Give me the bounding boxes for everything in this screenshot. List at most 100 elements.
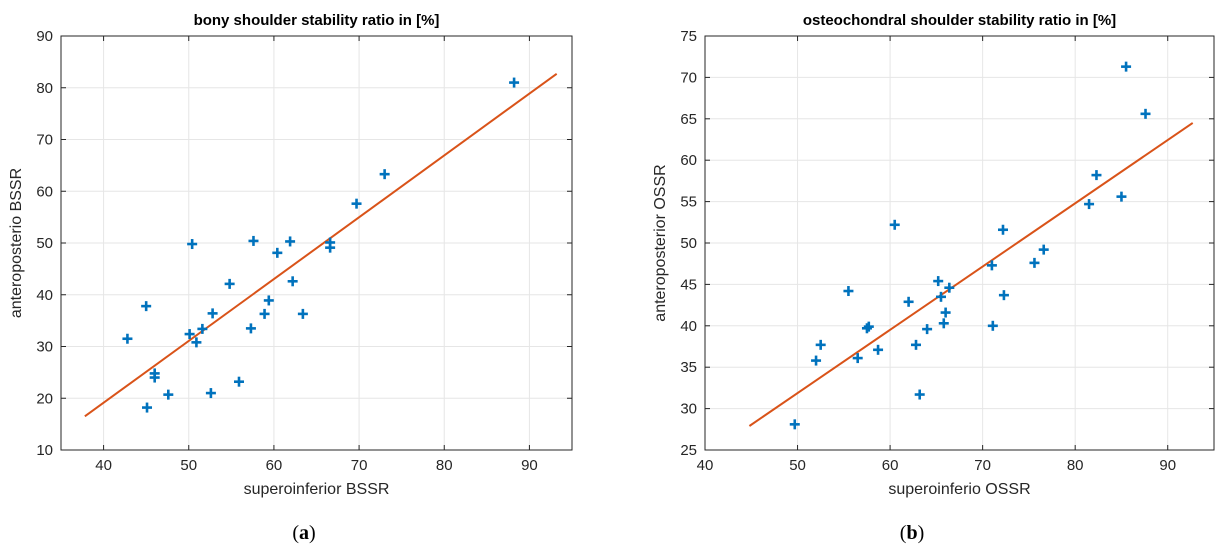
chart-a-data-point — [233, 376, 244, 387]
chart-b-x-tick-label: 50 — [789, 457, 806, 474]
chart-b-y-tick-label: 75 — [680, 28, 697, 45]
chart-a-y-tick-label: 70 — [36, 132, 53, 149]
chart-b-y-tick-label: 60 — [680, 152, 697, 169]
chart-b-x-tick-label: 40 — [697, 457, 714, 474]
chart-b-y-axis-label: anteroposterior OSSR — [652, 164, 669, 321]
chart-b-data-point — [998, 290, 1009, 301]
chart-a-data-point — [325, 237, 336, 248]
chart-b-data-point — [1038, 244, 1049, 255]
caption-b: (b) — [899, 522, 925, 544]
chart-a-data-point — [197, 323, 208, 334]
chart-a-y-tick-label: 40 — [36, 287, 53, 304]
chart-a-data-point — [287, 276, 298, 287]
chart-a-data-point — [141, 301, 152, 312]
chart-a-x-tick-label: 80 — [436, 457, 453, 474]
chart-b-data-point — [914, 389, 925, 400]
chart-a-data-point — [205, 388, 216, 399]
chart-a-data-point — [149, 372, 160, 383]
scatter-plot-a: 40 50 60 70 80 90 10 20 30 40 50 60 70 80 90 bony shoul… — [8, 12, 573, 498]
chart-b-data-point — [863, 321, 874, 332]
chart-b-data-point — [940, 307, 951, 318]
chart-a-data-point — [259, 308, 270, 319]
chart-b-data-point — [1029, 257, 1040, 268]
chart-a-data-point — [191, 337, 202, 348]
chart-b-x-tick-label: 70 — [974, 457, 991, 474]
chart-a-data-point — [263, 295, 274, 306]
chart-b-data-point — [944, 282, 955, 293]
chart-b-x-axis-label: superoinferio OSSR — [888, 481, 1030, 498]
chart-b-data-point — [811, 355, 822, 366]
chart-b-data-point — [843, 286, 854, 297]
chart-a-y-tick-label: 10 — [36, 442, 53, 459]
chart-a-data-point — [509, 77, 520, 88]
chart-b-y-tick-label: 30 — [680, 401, 697, 418]
chart-b-data-point — [987, 320, 998, 331]
chart-a-x-tick-label: 50 — [180, 457, 197, 474]
chart-b-data-point — [815, 339, 826, 350]
chart-a-data-point — [207, 308, 218, 319]
caption-b-letter: b — [906, 522, 918, 544]
chart-a-y-tick-label: 20 — [36, 390, 53, 407]
chart-b-data-point — [986, 260, 997, 271]
chart-a-data-point — [245, 323, 256, 334]
chart-a-data-point — [224, 278, 235, 289]
chart-a-y-axis-label: anteroposterio BSSR — [8, 168, 25, 318]
chart-b-data-point — [1091, 170, 1102, 181]
chart-b-y-tick-label: 55 — [680, 194, 697, 211]
chart-b-x-tick-label: 60 — [882, 457, 899, 474]
chart-b-data-point — [922, 324, 933, 335]
chart-b-data-point — [1084, 199, 1095, 210]
chart-a-data-point — [297, 308, 308, 319]
chart-a-data-point — [163, 389, 174, 400]
chart-b-title: osteochondral shoulder stability ratio i… — [803, 12, 1116, 29]
chart-a-data-point — [122, 333, 133, 344]
chart-a-x-tick-label: 90 — [521, 457, 538, 474]
chart-panel-b: 40 50 60 70 80 90 25 30 35 40 45 50 55 60 65 70 75 osteoc… — [608, 0, 1216, 556]
chart-b-y-tick-label: 45 — [680, 276, 697, 293]
chart-a-y-tick-label: 80 — [36, 80, 53, 97]
chart-a-data-point — [379, 169, 390, 180]
chart-a-data-point — [272, 247, 283, 258]
chart-b-y-tick-label: 35 — [680, 359, 697, 376]
chart-a-data-point — [142, 402, 153, 413]
chart-b-data-point — [889, 219, 900, 230]
chart-a-data-point — [285, 236, 296, 247]
chart-b-data-point — [935, 291, 946, 302]
chart-a-y-tick-label: 30 — [36, 339, 53, 356]
chart-a-data-point — [351, 198, 362, 209]
chart-b-y-tick-label: 50 — [680, 235, 697, 252]
caption-a-letter: a — [299, 522, 309, 544]
chart-b-y-tick-label: 70 — [680, 69, 697, 86]
chart-b-data-point — [1121, 61, 1132, 72]
chart-b-y-tick-label: 25 — [680, 442, 697, 459]
chart-a-data-point — [248, 235, 259, 246]
chart-a-y-tick-label: 60 — [36, 183, 53, 200]
chart-b-data-point — [938, 318, 949, 329]
chart-a-title: bony shoulder stability ratio in [%] — [194, 12, 440, 29]
chart-a-x-tick-label: 40 — [95, 457, 112, 474]
chart-b-x-tick-label: 90 — [1159, 457, 1176, 474]
chart-a-data-point — [184, 329, 195, 340]
chart-b-data-point — [852, 353, 863, 364]
caption-a: (a) — [292, 522, 316, 544]
chart-b-data-point — [933, 276, 944, 287]
chart-b-data-point — [789, 419, 800, 430]
chart-b-data-point — [873, 344, 884, 355]
chart-panel-a: 40 50 60 70 80 90 10 20 30 40 50 60 70 80 90 bony shoul… — [8, 12, 573, 544]
chart-b-y-tick-label: 65 — [680, 111, 697, 128]
chart-a-x-tick-label: 70 — [351, 457, 368, 474]
chart-b-fit-line — [748, 122, 1194, 427]
chart-b-data-point — [997, 224, 1008, 235]
chart-b-data-point — [861, 323, 872, 334]
chart-a-y-tick-label: 90 — [36, 28, 53, 45]
chart-b-data-point — [1116, 191, 1127, 202]
chart-b-x-tick-label: 80 — [1067, 457, 1084, 474]
chart-b-data-point — [911, 339, 922, 350]
chart-b-data-point — [1140, 108, 1151, 119]
chart-a-data-point — [187, 239, 198, 250]
chart-a-y-tick-label: 50 — [36, 235, 53, 252]
chart-a-fit-line — [84, 72, 558, 418]
scatter-plot-b: 40 50 60 70 80 90 25 30 35 40 45 50 55 60 65 70 75 osteoc… — [652, 12, 1215, 498]
chart-b-y-tick-label: 40 — [680, 318, 697, 335]
chart-a-x-axis-label: superoinferior BSSR — [244, 481, 390, 498]
